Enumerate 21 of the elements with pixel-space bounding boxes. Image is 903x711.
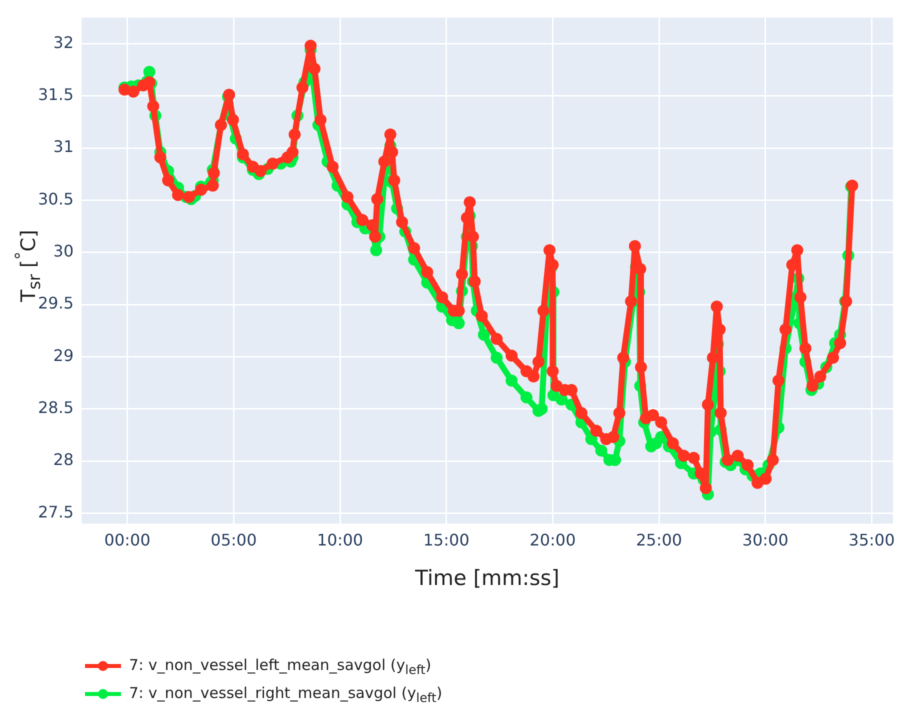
- y-tick-label: 29.5: [38, 294, 74, 313]
- y-tick-label: 29: [53, 346, 74, 365]
- x-tick-label: 30:00: [742, 530, 788, 550]
- x-tick-label: 05:00: [210, 530, 257, 550]
- y-tick-label: 31: [53, 137, 74, 156]
- y-tick-label: 27.5: [38, 502, 74, 522]
- y-tick-label: 28: [53, 450, 74, 470]
- y-tick-label: 31.5: [38, 85, 74, 104]
- x-tick-label: 00:00: [104, 530, 150, 550]
- x-tick-label: 15:00: [423, 530, 470, 550]
- x-tick-label: 35:00: [848, 530, 895, 550]
- y-tick-label: 30: [53, 242, 74, 260]
- x-tick-label: 25:00: [636, 530, 682, 550]
- x-axis-title: Time [mm:ss]: [414, 566, 560, 590]
- x-tick-label: 10:00: [316, 530, 364, 550]
- x-tick-label: 20:00: [530, 530, 576, 550]
- legend-label: 7: v_non_vessel_left_mean_savgol (y$_{left}$): [129, 656, 432, 676]
- y-tick-label: 32: [53, 32, 74, 52]
- legend-label: 7: v_non_vessel_right_mean_savgol (y$_{left}$): [129, 684, 442, 704]
- y-tick-label: 28.5: [38, 398, 74, 417]
- y-tick-label: 30.5: [38, 189, 74, 208]
